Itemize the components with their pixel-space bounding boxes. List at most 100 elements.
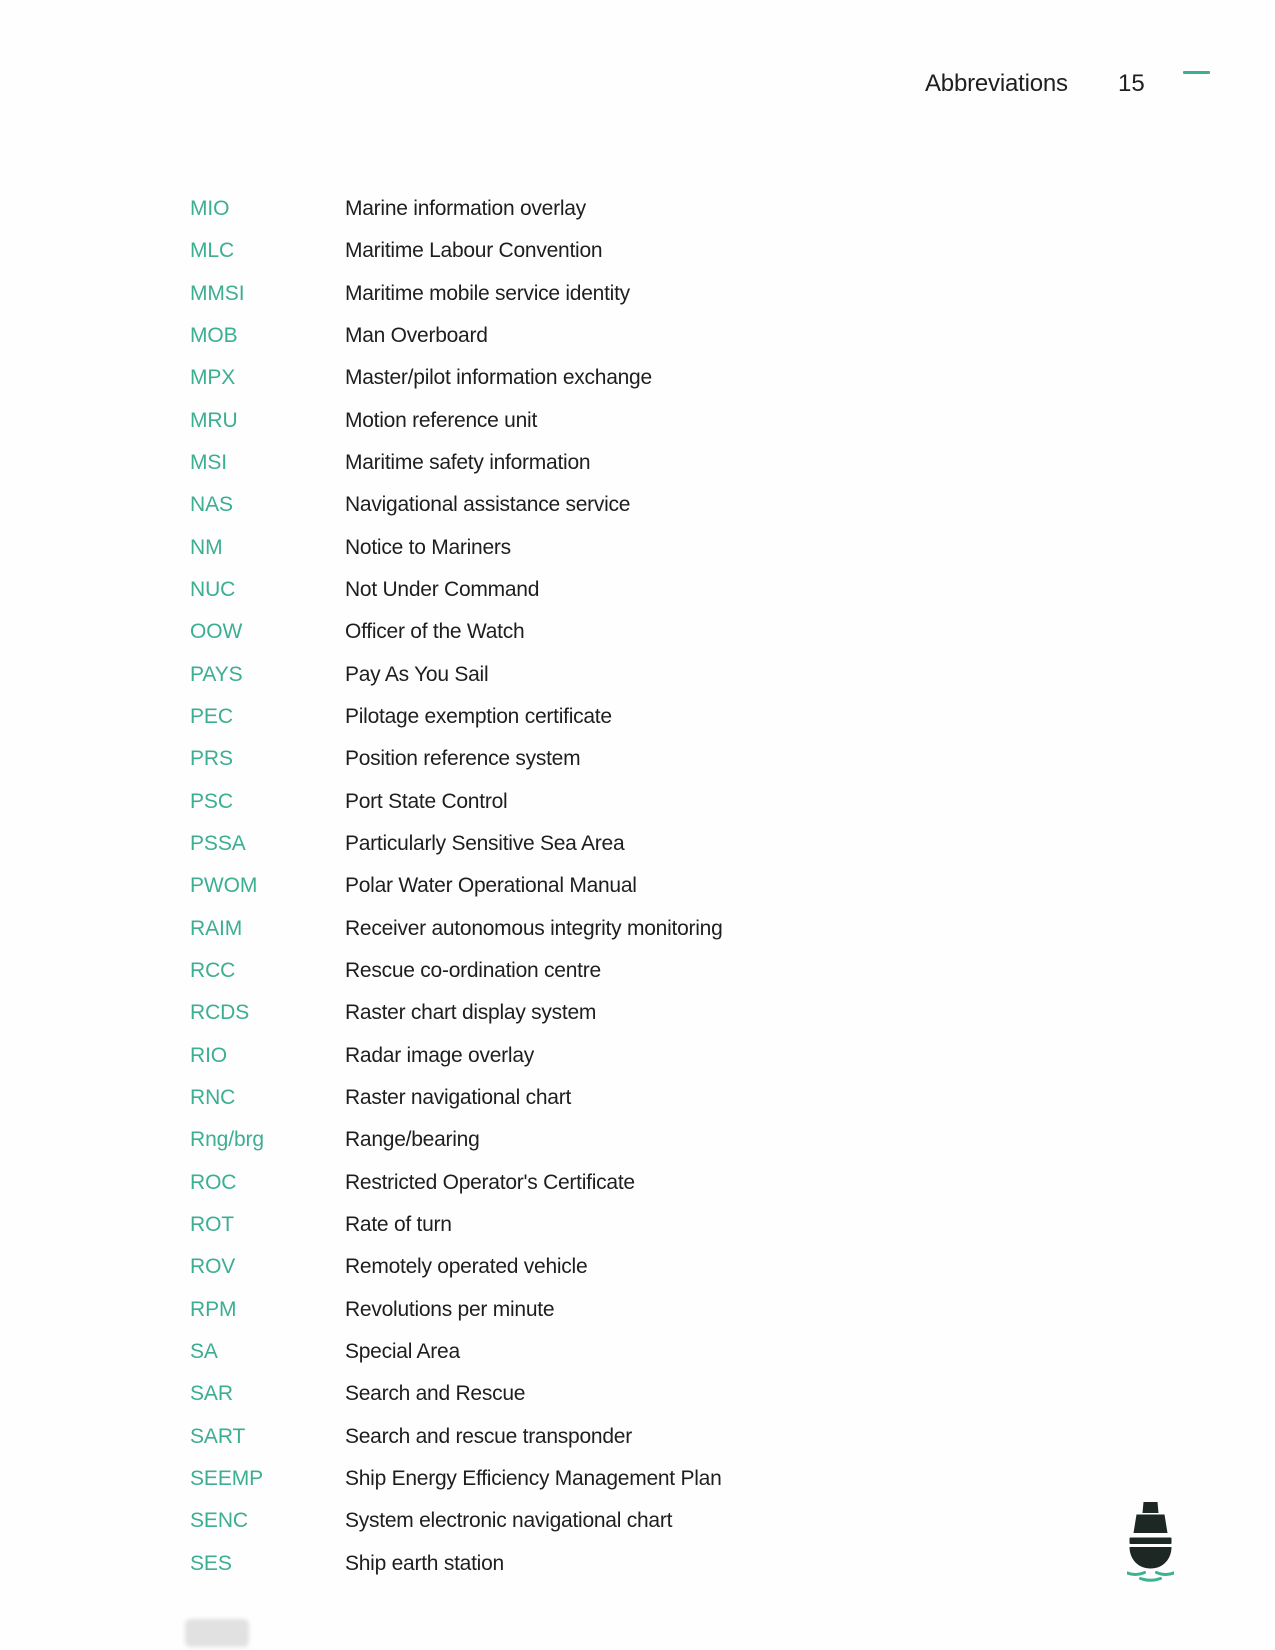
abbreviation-row: PAYS Pay As You Sail	[190, 662, 723, 704]
abbreviation-row: ROC Restricted Operator's Certificate	[190, 1170, 723, 1212]
abbreviation-definition: Port State Control	[345, 789, 508, 813]
abbreviation-code: PSC	[190, 789, 233, 813]
abbreviation-code: MSI	[190, 450, 228, 474]
abbreviation-row: MRU Motion reference unit	[190, 408, 723, 450]
abbreviation-definition: Rate of turn	[345, 1212, 452, 1236]
abbreviation-row: RCC Rescue co-ordination centre	[190, 958, 723, 1000]
abbreviation-code: RPM	[190, 1297, 237, 1321]
ship-icon	[1124, 1500, 1177, 1582]
abbreviation-definition: Master/pilot information exchange	[345, 366, 652, 390]
abbreviation-code: MLC	[190, 239, 235, 263]
abbreviation-code: MOB	[190, 323, 238, 347]
abbreviation-definition: Raster navigational chart	[345, 1085, 572, 1109]
abbreviation-code: PEC	[190, 704, 233, 728]
abbreviation-definition: System electronic navigational chart	[345, 1509, 673, 1533]
abbreviation-definition: Particularly Sensitive Sea Area	[345, 831, 625, 855]
abbreviation-code: RCC	[190, 958, 236, 982]
abbreviation-definition: Search and Rescue	[345, 1382, 526, 1406]
abbreviation-code: Rng/brg	[190, 1128, 265, 1152]
abbreviation-row: PEC Pilotage exemption certificate	[190, 704, 723, 746]
abbreviation-definition: Rescue co-ordination centre	[345, 958, 601, 982]
abbreviation-row: NAS Navigational assistance service	[190, 492, 723, 534]
abbreviation-code: SAR	[190, 1382, 233, 1406]
abbreviation-definition: Maritime safety information	[345, 450, 591, 474]
abbreviation-row: OOW Officer of the Watch	[190, 619, 723, 661]
abbreviation-definition: Maritime Labour Convention	[345, 239, 603, 263]
abbreviation-row: Rng/brg Range/bearing	[190, 1127, 723, 1169]
abbreviation-code: MRU	[190, 408, 238, 432]
abbreviation-code: ROC	[190, 1170, 237, 1194]
abbreviation-code: SEEMP	[190, 1466, 264, 1490]
abbreviation-code: SA	[190, 1339, 218, 1363]
abbreviation-row: MLC Maritime Labour Convention	[190, 238, 723, 280]
abbreviation-code: RCDS	[190, 1001, 250, 1025]
abbreviation-code: MPX	[190, 366, 236, 390]
abbreviation-row: MPX Master/pilot information exchange	[190, 365, 723, 407]
abbreviation-row: RPM Revolutions per minute	[190, 1297, 723, 1339]
abbreviation-row: PWOM Polar Water Operational Manual	[190, 873, 723, 915]
header-rule	[1183, 71, 1210, 74]
abbreviation-definition: Man Overboard	[345, 323, 488, 347]
abbreviation-row: PSSA Particularly Sensitive Sea Area	[190, 831, 723, 873]
abbreviation-definition: Ship earth station	[345, 1551, 504, 1575]
abbreviation-definition: Special Area	[345, 1339, 460, 1363]
abbreviation-row: RNC Raster navigational chart	[190, 1085, 723, 1127]
abbreviation-code: SES	[190, 1551, 232, 1575]
abbreviation-definition: Navigational assistance service	[345, 493, 631, 517]
abbreviation-code: RNC	[190, 1085, 236, 1109]
abbreviation-code: OOW	[190, 620, 243, 644]
abbreviation-row: MSI Maritime safety information	[190, 450, 723, 492]
abbreviation-definition: Radar image overlay	[345, 1043, 535, 1067]
abbreviation-definition: Remotely operated vehicle	[345, 1255, 588, 1279]
abbreviation-code: PRS	[190, 747, 233, 771]
abbreviation-list: MIO Marine information overlay MLC Maritime…	[190, 196, 723, 1593]
abbreviation-row: ROT Rate of turn	[190, 1212, 723, 1254]
abbreviation-definition: Raster chart display system	[345, 1001, 597, 1025]
abbreviation-definition: Officer of the Watch	[345, 620, 525, 644]
abbreviation-row: PSC Port State Control	[190, 789, 723, 831]
abbreviation-code: NAS	[190, 493, 233, 517]
abbreviation-definition: Pay As You Sail	[345, 662, 489, 686]
abbreviation-row: SA Special Area	[190, 1339, 723, 1381]
abbreviation-definition: Polar Water Operational Manual	[345, 874, 637, 898]
abbreviation-row: NM Notice to Mariners	[190, 535, 723, 577]
abbreviation-code: NM	[190, 535, 223, 559]
page-title: Abbreviations	[925, 70, 1068, 97]
abbreviation-row: SES Ship earth station	[190, 1551, 723, 1593]
abbreviation-row: SENC System electronic navigational chart	[190, 1508, 723, 1550]
abbreviation-row: RIO Radar image overlay	[190, 1043, 723, 1085]
abbreviation-code: ROV	[190, 1255, 236, 1279]
abbreviation-code: NUC	[190, 577, 236, 601]
abbreviation-code: RAIM	[190, 916, 243, 940]
abbreviation-definition: Restricted Operator's Certificate	[345, 1170, 635, 1194]
abbreviation-row: RCDS Raster chart display system	[190, 1000, 723, 1042]
abbreviation-row: MIO Marine information overlay	[190, 196, 723, 238]
abbreviation-definition: Pilotage exemption certificate	[345, 704, 612, 728]
abbreviation-definition: Marine information overlay	[345, 197, 586, 220]
abbreviation-definition: Revolutions per minute	[345, 1297, 555, 1321]
abbreviation-code: ROT	[190, 1212, 235, 1236]
abbreviation-row: PRS Position reference system	[190, 746, 723, 788]
abbreviation-row: SAR Search and Rescue	[190, 1381, 723, 1423]
abbreviation-row: NUC Not Under Command	[190, 577, 723, 619]
abbreviation-definition: Not Under Command	[345, 577, 540, 601]
page-number: 15	[1118, 70, 1145, 97]
abbreviation-definition: Position reference system	[345, 747, 581, 771]
abbreviation-row: SART Search and rescue transponder	[190, 1424, 723, 1466]
abbreviation-definition: Notice to Mariners	[345, 535, 511, 559]
abbreviation-code: RIO	[190, 1043, 228, 1067]
abbreviation-code: SENC	[190, 1509, 248, 1533]
abbreviation-row: SEEMP Ship Energy Efficiency Management P…	[190, 1466, 723, 1508]
abbreviation-row: RAIM Receiver autonomous integrity monito…	[190, 916, 723, 958]
abbreviation-row: ROV Remotely operated vehicle	[190, 1254, 723, 1296]
abbreviation-definition: Ship Energy Efficiency Management Plan	[345, 1466, 722, 1490]
abbreviation-code: PWOM	[190, 874, 258, 898]
abbreviation-row: MOB Man Overboard	[190, 323, 723, 365]
abbreviation-definition: Maritime mobile service identity	[345, 281, 630, 305]
abbreviation-definition: Receiver autonomous integrity monitoring	[345, 916, 723, 940]
abbreviation-code: SART	[190, 1424, 246, 1448]
scan-smudge	[185, 1619, 249, 1647]
abbreviation-definition: Range/bearing	[345, 1128, 480, 1152]
abbreviation-code: PAYS	[190, 662, 243, 686]
abbreviation-definition: Motion reference unit	[345, 408, 538, 432]
